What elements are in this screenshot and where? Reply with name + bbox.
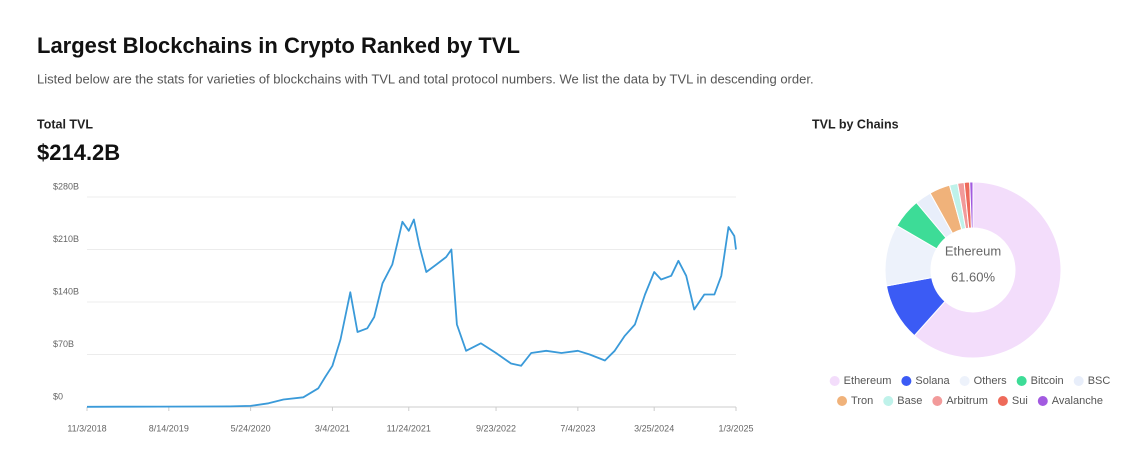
x-tick-label: 11/24/2021: [387, 423, 431, 433]
x-tick-label: 5/24/2020: [231, 423, 271, 433]
center-value: 61.60%: [951, 269, 996, 284]
legend-swatch: [901, 376, 912, 386]
x-tick-label: 11/3/2018: [67, 423, 106, 433]
tvl-line: [86, 218, 737, 408]
legend-label: Bitcoin: [1031, 375, 1064, 387]
legend-swatch: [883, 396, 894, 406]
x-tick-label: 3/4/2021: [315, 423, 350, 433]
legend-label: Ethereum: [844, 375, 892, 387]
x-tick-label: 1/3/2025: [718, 423, 753, 433]
legend-swatch: [837, 396, 848, 406]
legend-label: Solana: [915, 375, 950, 387]
donut-slice: [913, 181, 1062, 359]
legend-swatch: [829, 376, 840, 386]
page-title: Largest Blockchains in Crypto Ranked by …: [37, 33, 520, 58]
legend-label: Base: [897, 395, 922, 407]
legend-swatch: [959, 376, 970, 386]
donut-center: [933, 230, 1013, 310]
legend-swatch: [1037, 396, 1048, 406]
x-tick-label: 3/25/2024: [634, 423, 674, 433]
y-tick-label: $0: [53, 391, 63, 401]
y-tick-label: $70B: [53, 339, 74, 349]
legend-label: Sui: [1012, 395, 1028, 407]
y-tick-label: $140B: [53, 286, 79, 296]
x-tick-label: 9/23/2022: [476, 423, 516, 433]
donut-slice: [969, 181, 974, 229]
legend-swatch: [1073, 376, 1084, 386]
legend-label: Arbitrum: [946, 395, 988, 407]
legend-label: Avalanche: [1052, 395, 1103, 407]
x-tick-label: 8/14/2019: [149, 423, 189, 433]
legend-swatch: [932, 396, 943, 406]
stat-label: Total TVL: [37, 117, 93, 131]
center-name: Ethereum: [945, 243, 1001, 258]
stat-value: $214.2B: [37, 140, 120, 165]
y-tick-label: $280B: [53, 181, 79, 191]
legend-swatch: [1016, 376, 1027, 386]
legend-swatch: [997, 396, 1008, 406]
legend-label: BSC: [1088, 375, 1111, 387]
y-tick-label: $210B: [53, 234, 79, 244]
legend-label: Others: [974, 375, 1008, 387]
legend-label: Tron: [851, 395, 873, 407]
donut-title: TVL by Chains: [812, 117, 899, 131]
page-subtitle: Listed below are the stats for varieties…: [37, 71, 814, 86]
x-tick-label: 7/4/2023: [560, 423, 595, 433]
